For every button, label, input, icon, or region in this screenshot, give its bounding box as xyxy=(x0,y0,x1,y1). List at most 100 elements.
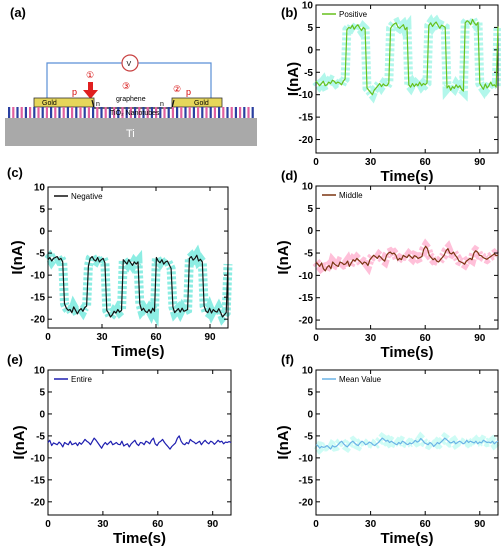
x-tick-label: 90 xyxy=(474,333,486,344)
x-tick-label: 0 xyxy=(313,519,319,530)
nanotube xyxy=(75,107,78,118)
y-tick-label: 10 xyxy=(302,1,314,12)
nanotube xyxy=(150,107,153,118)
nanotube xyxy=(209,107,212,118)
nanotube xyxy=(146,107,149,118)
nanotube xyxy=(176,107,179,118)
chart-d: (d) 10 5 0 -5 -10 -15 -20 0 30 60 90 Time(s) I(nA) Mid… xyxy=(275,168,500,361)
graphene-label: graphene xyxy=(116,96,146,103)
nanotube xyxy=(197,107,200,118)
nanotube xyxy=(138,107,141,118)
chart-e: (e) 10 5 0 -5 -10 -15 -20 0 30 60 90 Time(s) I(nA) Ent… xyxy=(7,352,232,547)
nanotube xyxy=(180,107,183,118)
x-tick-label: 30 xyxy=(365,333,377,344)
nanotube xyxy=(222,107,225,118)
nanotube xyxy=(66,107,69,118)
nanotube xyxy=(50,107,53,118)
nanotube xyxy=(79,107,82,118)
y-tick-label: -20 xyxy=(31,315,46,326)
nanotube xyxy=(37,107,40,118)
panel-label-d: (d) xyxy=(281,168,298,183)
y-tick-label: 0 xyxy=(39,409,45,420)
nanotube xyxy=(16,107,19,118)
y-tick-label: -20 xyxy=(299,135,314,146)
nanotube xyxy=(213,107,216,118)
nanotube xyxy=(108,107,111,118)
nanotube xyxy=(129,107,132,118)
nanotube xyxy=(243,107,246,118)
y-tick-label: -5 xyxy=(304,68,313,79)
legend-label: Mean Value xyxy=(339,375,382,384)
x-tick-label: 60 xyxy=(420,333,432,344)
y-tick-label: -15 xyxy=(299,293,314,304)
nanotube xyxy=(100,107,103,118)
y-tick-label: 10 xyxy=(302,182,314,193)
chart-f: (f) 10 5 0 -5 -10 -15 -20 0 30 60 90 Time(s) I(nA) Mea… xyxy=(275,352,501,547)
nanotube xyxy=(24,107,27,118)
graphene-sheet xyxy=(91,99,175,109)
nanotube xyxy=(159,107,162,118)
ti-label: Ti xyxy=(126,128,135,140)
y-tick-label: -10 xyxy=(31,453,46,464)
panel-label-f: (f) xyxy=(281,352,294,367)
plot-frame-d xyxy=(315,185,499,330)
nanotube xyxy=(121,107,124,118)
n-left-label: n xyxy=(96,101,100,108)
voltmeter-icon xyxy=(121,54,139,72)
y-tick-label: 10 xyxy=(302,366,314,377)
nanotube xyxy=(113,107,116,118)
nanotube xyxy=(104,107,107,118)
p-left-label: p xyxy=(72,87,77,97)
chart-b: (b) 10 5 0 -5 -10 -15 -20 0 30 60 90 Time(s) I(nA) Pos… xyxy=(281,1,501,185)
x-tick-label: 30 xyxy=(365,519,377,530)
y-tick-label: 10 xyxy=(34,366,46,377)
y-tick-label: 0 xyxy=(307,409,313,420)
x-tick-label: 90 xyxy=(204,332,216,343)
nanotube xyxy=(87,107,90,118)
y-tick-label: 0 xyxy=(39,227,45,238)
x-axis-label: Time(s) xyxy=(380,168,433,185)
x-tick-label: 30 xyxy=(96,332,108,343)
nanotube xyxy=(142,107,145,118)
x-axis-label: Time(s) xyxy=(111,343,164,360)
nanotube xyxy=(33,107,36,118)
y-axis-label: I(nA) xyxy=(9,240,26,274)
nanotube xyxy=(234,107,237,118)
x-axis-label: Time(s) xyxy=(113,530,166,547)
nanotube xyxy=(230,107,233,118)
nanotube xyxy=(117,107,120,118)
y-tick-label: 5 xyxy=(307,204,313,215)
nanotube xyxy=(218,107,221,118)
legend-label: Middle xyxy=(339,191,363,200)
marker-1: ① xyxy=(86,70,94,80)
nanotube xyxy=(96,107,99,118)
y-tick-label: 5 xyxy=(39,387,45,398)
marker-2: ② xyxy=(173,84,181,94)
x-tick-label: 0 xyxy=(45,519,51,530)
voltmeter-label: V xyxy=(127,61,132,68)
legend-label: Entire xyxy=(71,375,92,384)
x-tick-label: 60 xyxy=(150,332,162,343)
y-axis-label: I(nA) xyxy=(11,425,28,459)
y-tick-label: -10 xyxy=(31,271,46,282)
chart-c: (c) 10 5 0 -5 -10 -15 -20 0 30 60 90 Time(s) I(nA) Neg… xyxy=(7,165,233,360)
series-line-f xyxy=(315,437,499,450)
y-tick-label: -20 xyxy=(31,497,46,508)
chart-panels: (b) 10 5 0 -5 -10 -15 -20 0 30 60 90 Time(s) I(nA) Pos… xyxy=(7,1,501,547)
series-line-d xyxy=(315,245,499,272)
series-line-b xyxy=(315,18,499,96)
y-tick-label: 5 xyxy=(307,23,313,34)
nanotube xyxy=(205,107,208,118)
series-line-e xyxy=(47,435,232,450)
nanotube xyxy=(54,107,57,118)
y-axis-label: I(nA) xyxy=(285,62,302,96)
p-right-label: p xyxy=(186,87,191,97)
y-tick-label: -5 xyxy=(304,249,313,260)
schematic-panel: (a) V ① ② ③ p p graphene n n Gold Gold T… xyxy=(5,5,257,146)
y-tick-label: -10 xyxy=(299,90,314,101)
nanotube xyxy=(251,107,254,118)
panel-label-e: (e) xyxy=(7,352,23,367)
nanotube xyxy=(20,107,23,118)
x-tick-label: 0 xyxy=(313,333,319,344)
